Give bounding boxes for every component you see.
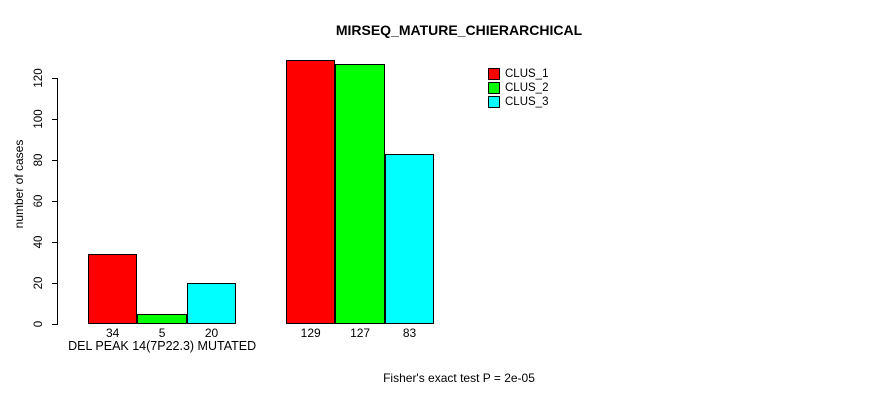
y-tick-label: 40 [33, 235, 45, 249]
legend-row: CLUS_1 [488, 67, 548, 81]
legend-swatch-clus_3 [488, 96, 500, 108]
y-tick-mark [52, 118, 58, 120]
y-tick-label: 20 [33, 276, 45, 290]
legend-label: CLUS_3 [505, 96, 549, 108]
bar-clus_3-group1 [186, 283, 237, 324]
y-tick-mark [52, 200, 58, 202]
bar-value-label: 20 [204, 326, 219, 340]
y-tick-mark [52, 159, 58, 161]
bar-clus_3-group2 [384, 153, 435, 324]
bar-value-label: 127 [350, 326, 371, 340]
bar-value-label: 129 [300, 326, 321, 340]
bar-value-label: 34 [106, 326, 120, 340]
bar-clus_2-group1 [137, 313, 187, 324]
y-axis-line [57, 78, 58, 325]
legend-swatch-clus_2 [488, 82, 500, 94]
y-tick-mark [52, 282, 58, 284]
y-tick-mark [52, 77, 58, 79]
y-tick-label: 80 [33, 153, 45, 167]
legend-row: CLUS_3 [488, 95, 548, 109]
legend-swatch-clus_1 [488, 68, 500, 80]
bar-clus_1-group2 [286, 59, 336, 324]
y-tick-label: 100 [33, 109, 45, 129]
legend-label: CLUS_2 [505, 82, 549, 94]
y-tick-mark [52, 323, 58, 325]
y-tick-mark [52, 241, 58, 243]
bar-clus_1-group1 [88, 254, 138, 324]
legend-row: CLUS_2 [488, 81, 548, 95]
fisher-test-annotation: Fisher's exact test P = 2e-05 [383, 371, 535, 385]
y-tick-label: 120 [33, 68, 45, 88]
y-tick-label: 0 [33, 320, 45, 328]
legend-label: CLUS_1 [505, 68, 549, 80]
legend: CLUS_1 CLUS_2 CLUS_3 [488, 67, 548, 109]
bar-value-label: 83 [402, 326, 417, 340]
chart-title: MIRSEQ_MATURE_CHIERARCHICAL [335, 22, 583, 38]
category-label: DEL PEAK 14(7P22.3) MUTATED [68, 339, 257, 353]
bar-clus_2-group2 [335, 63, 385, 324]
bar-value-label: 5 [158, 326, 166, 340]
y-tick-label: 60 [33, 194, 45, 208]
y-axis-label: number of cases [12, 139, 26, 229]
